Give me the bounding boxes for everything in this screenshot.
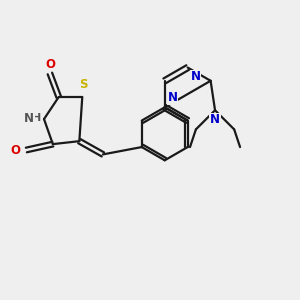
Text: S: S	[80, 77, 88, 91]
Text: O: O	[11, 143, 20, 157]
Text: N: N	[190, 70, 201, 83]
Text: N: N	[24, 112, 34, 125]
Text: O: O	[45, 58, 55, 70]
Text: N: N	[168, 92, 178, 104]
Text: N: N	[210, 113, 220, 126]
Text: H: H	[32, 113, 42, 124]
